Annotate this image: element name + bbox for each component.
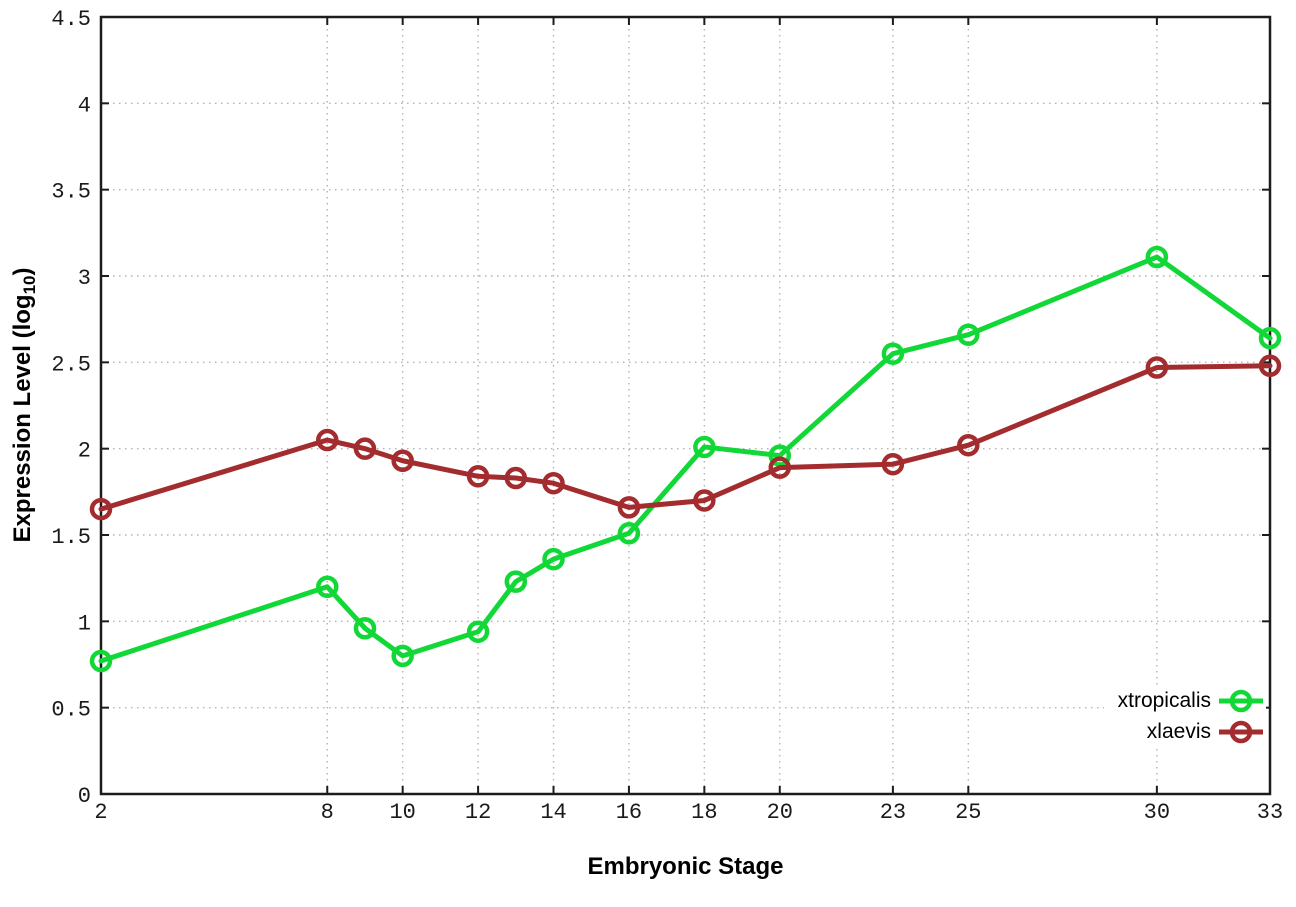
series-line-xlaevis xyxy=(98,363,1273,512)
x-axis-title: Embryonic Stage xyxy=(587,853,784,880)
data-point-xlaevis xyxy=(693,489,716,512)
x-tick-label: 25 xyxy=(955,800,981,825)
legend-entry-xtropicalis: xtropicalis xyxy=(1118,685,1264,716)
data-point-xtropicalis xyxy=(1258,326,1282,350)
x-tick-label: 16 xyxy=(616,800,642,825)
y-tick-label: 1 xyxy=(78,611,91,636)
data-point-xtropicalis xyxy=(316,575,339,599)
x-tick-label: 2 xyxy=(94,800,107,825)
data-point-xtropicalis xyxy=(353,616,377,640)
x-tick-label: 10 xyxy=(389,800,415,825)
legend: xtropicalis xlaevis xyxy=(1103,685,1266,747)
data-point-xlaevis xyxy=(316,428,339,452)
data-point-xlaevis xyxy=(881,452,905,476)
series-line-xtropicalis xyxy=(98,254,1273,664)
data-point-xlaevis xyxy=(391,449,414,473)
y-axis-title-close: ) xyxy=(9,267,36,276)
data-point-xtropicalis xyxy=(466,620,490,643)
data-point-xlaevis xyxy=(466,465,490,488)
data-point-xtropicalis xyxy=(957,323,980,346)
data-point-xtropicalis xyxy=(617,522,641,545)
data-point-xtropicalis xyxy=(693,435,716,459)
y-tick-label: 4 xyxy=(78,93,91,118)
data-point-xtropicalis xyxy=(391,644,414,668)
y-tick-label: 3 xyxy=(78,266,91,291)
x-tick-label: 30 xyxy=(1144,800,1170,825)
data-point-xtropicalis xyxy=(768,444,792,467)
y-tick-label: 2 xyxy=(78,439,91,464)
data-point-xtropicalis xyxy=(504,570,528,593)
y-axis-title-main: Expression Level (log xyxy=(9,294,36,543)
x-tick-label: 18 xyxy=(691,800,717,825)
data-point-xtropicalis xyxy=(1145,245,1169,269)
legend-marker-icon xyxy=(1219,689,1263,712)
y-tick-label: 3.5 xyxy=(51,180,91,205)
data-point-xlaevis xyxy=(768,456,792,479)
data-point-xtropicalis xyxy=(89,649,113,673)
data-point-xtropicalis xyxy=(542,547,565,571)
legend-label: xlaevis xyxy=(1146,719,1211,743)
data-point-xtropicalis xyxy=(881,342,905,365)
y-axis-title: Expression Level (log10) xyxy=(9,105,43,705)
x-tick-label: 33 xyxy=(1257,800,1283,825)
data-point-xlaevis xyxy=(504,466,528,490)
x-tick-label: 14 xyxy=(540,800,566,825)
data-point-xlaevis xyxy=(617,496,641,519)
y-tick-label: 2.5 xyxy=(51,352,91,377)
y-axis-title-subscript: 10 xyxy=(20,275,39,295)
data-point-xlaevis xyxy=(89,497,113,521)
x-tick-label: 8 xyxy=(321,800,334,825)
y-tick-label: 0.5 xyxy=(51,698,91,723)
data-point-xlaevis xyxy=(1258,354,1282,378)
legend-entry-xlaevis: xlaevis xyxy=(1118,716,1264,747)
x-tick-label: 20 xyxy=(767,800,793,825)
data-point-xlaevis xyxy=(1145,356,1169,379)
y-tick-label: 1.5 xyxy=(51,525,91,550)
x-tick-label: 12 xyxy=(465,800,491,825)
y-tick-label: 4.5 xyxy=(51,7,91,32)
data-point-xlaevis xyxy=(957,433,980,457)
legend-label: xtropicalis xyxy=(1117,688,1211,712)
data-point-xlaevis xyxy=(542,471,565,495)
plot-border xyxy=(99,15,1272,796)
y-tick-label: 0 xyxy=(78,784,91,809)
legend-marker-icon xyxy=(1219,720,1263,743)
x-tick-label: 23 xyxy=(880,800,906,825)
data-point-xlaevis xyxy=(353,437,377,460)
